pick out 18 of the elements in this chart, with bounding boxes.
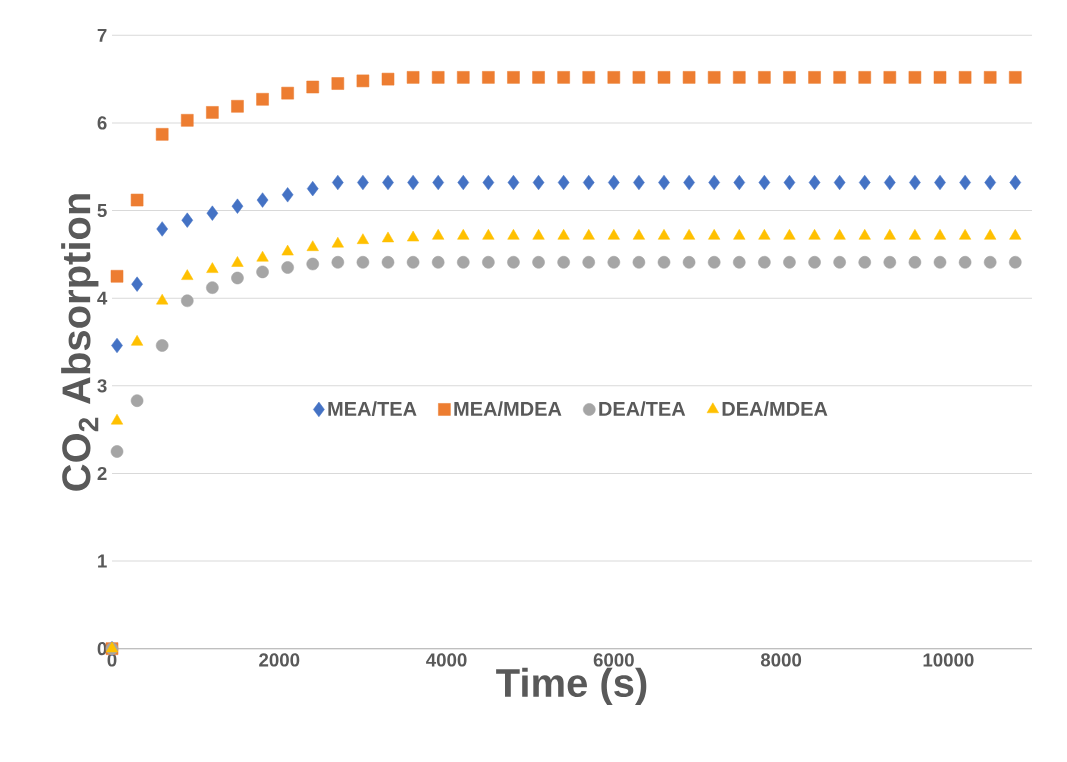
x-tick-label: 4000 xyxy=(426,653,467,667)
y-tick-label: 5 xyxy=(97,204,107,218)
legend-label: DEA/TEA xyxy=(599,401,686,417)
x-tick-label: 10000 xyxy=(923,653,974,667)
y-tick-label: 2 xyxy=(97,466,107,480)
y-tick-label: 6 xyxy=(97,116,107,130)
legend-label: MEA/TEA xyxy=(328,401,417,417)
x-tick-label: 6000 xyxy=(593,653,634,667)
y-tick-label: 0 xyxy=(97,642,107,656)
y-tick-label: 3 xyxy=(97,379,107,393)
legend-label: MEA/MDEA xyxy=(454,401,562,417)
x-tick-label: 2000 xyxy=(259,653,300,667)
y-tick-label: 1 xyxy=(98,554,107,568)
y-tick-label: 4 xyxy=(97,291,108,305)
x-axis-title: Time (s) xyxy=(496,667,647,706)
y-tick-label: 7 xyxy=(97,28,107,42)
x-tick-label: 8000 xyxy=(760,653,802,667)
legend-label: DEA/MDEA xyxy=(722,401,828,417)
